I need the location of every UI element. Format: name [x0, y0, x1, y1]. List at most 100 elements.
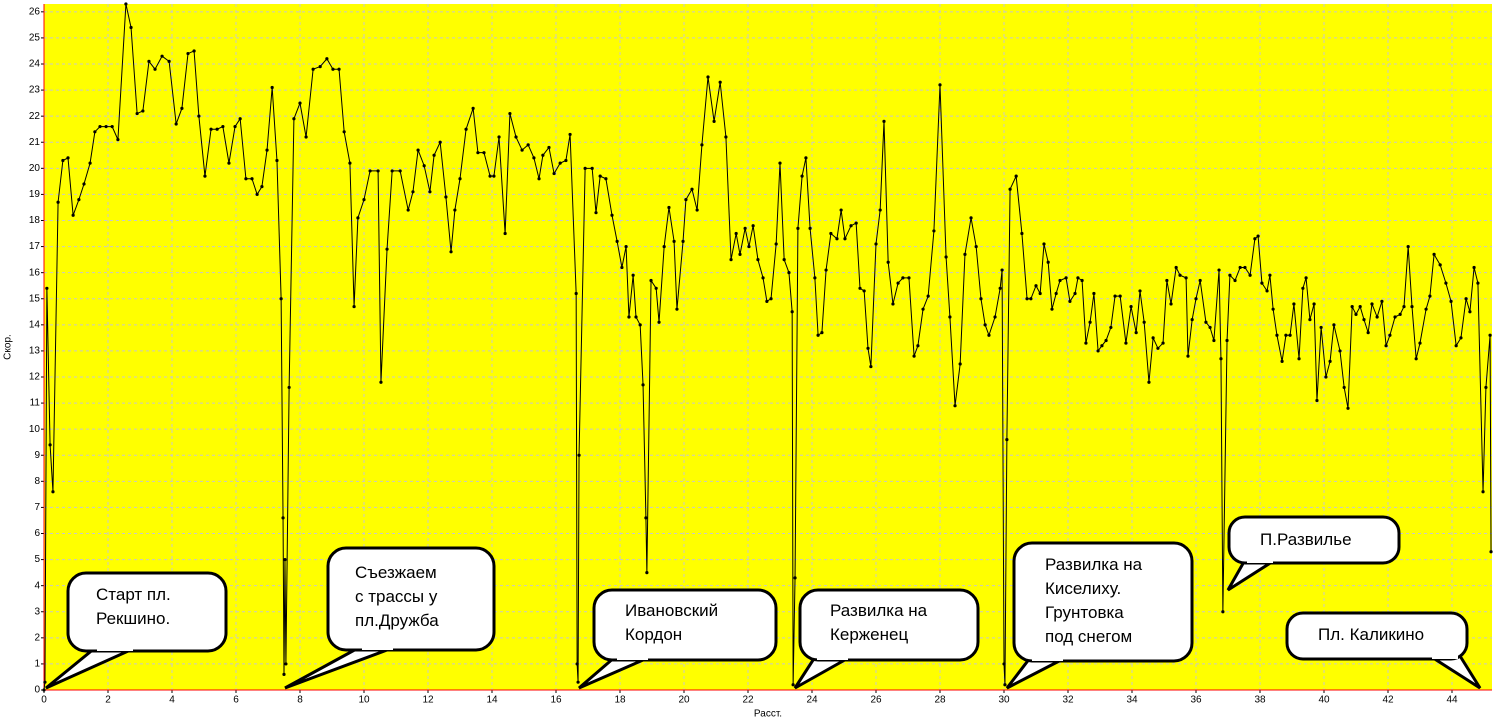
y-tick-label: 15: [29, 293, 41, 304]
callout-text: Ивановский: [625, 601, 718, 620]
data-point: [638, 323, 642, 327]
data-point: [250, 177, 254, 181]
data-point: [385, 247, 389, 251]
callout: [793, 588, 980, 690]
x-tick-label: 20: [678, 695, 690, 706]
data-point: [641, 383, 645, 387]
data-point: [471, 106, 475, 110]
data-point: [843, 237, 847, 241]
data-point: [1042, 242, 1046, 246]
data-point: [747, 244, 751, 249]
y-axis-label: Скор.: [3, 334, 14, 360]
data-point: [221, 124, 225, 129]
y-tick-label: 2: [34, 632, 40, 643]
callout-text: пл.Дружба: [355, 611, 439, 630]
data-point: [282, 672, 286, 676]
data-point: [813, 276, 817, 280]
data-point: [1481, 490, 1485, 494]
data-point: [1406, 244, 1410, 249]
data-point: [782, 258, 786, 262]
callout-text: П.Развилье: [1260, 530, 1352, 549]
data-point: [564, 158, 568, 163]
y-tick-label: 21: [29, 137, 41, 148]
data-point: [1332, 323, 1336, 327]
data-point: [1297, 357, 1301, 361]
data-point: [1138, 289, 1142, 293]
data-point: [874, 242, 878, 246]
data-point: [858, 286, 862, 290]
data-point: [878, 208, 882, 212]
data-point: [1398, 312, 1402, 316]
data-point: [1459, 336, 1463, 340]
data-point: [1174, 265, 1178, 270]
data-point: [1312, 302, 1316, 306]
data-point: [1324, 375, 1328, 379]
data-point: [1402, 304, 1406, 309]
data-point: [1034, 284, 1038, 288]
y-tick-label: 9: [34, 450, 40, 461]
data-point: [1384, 344, 1388, 348]
x-tick-label: 32: [1062, 695, 1074, 706]
data-point: [700, 143, 704, 147]
data-point: [574, 291, 578, 296]
x-tick-label: 18: [614, 695, 626, 706]
y-tick-label: 13: [29, 346, 41, 357]
data-point: [43, 680, 47, 684]
data-point: [325, 57, 329, 61]
data-point: [849, 224, 853, 228]
callout: [1005, 541, 1194, 690]
data-point: [577, 453, 581, 457]
y-tick-label: 20: [29, 163, 41, 174]
data-point: [751, 224, 755, 228]
data-point: [1014, 174, 1018, 178]
callout: [284, 546, 496, 690]
data-point: [270, 85, 274, 90]
data-point: [634, 315, 638, 319]
data-point: [1219, 357, 1223, 361]
data-point: [615, 239, 619, 243]
data-point: [1238, 265, 1242, 270]
data-point: [1204, 320, 1208, 324]
data-point: [93, 130, 97, 134]
data-point: [1073, 291, 1077, 296]
data-point: [791, 683, 795, 687]
y-tick-label: 4: [34, 580, 40, 591]
y-tick-label: 23: [29, 85, 41, 96]
data-point: [1268, 273, 1272, 277]
data-point: [1308, 318, 1312, 322]
data-point: [645, 571, 649, 575]
data-point: [1464, 297, 1468, 301]
y-tick-label: 7: [34, 502, 40, 513]
data-point: [769, 297, 773, 301]
data-point: [71, 213, 75, 217]
data-point: [1454, 344, 1458, 348]
data-point: [790, 310, 794, 314]
data-point: [1151, 336, 1155, 340]
callout-text: Пл. Каликино: [1318, 625, 1424, 644]
data-point: [912, 354, 916, 358]
data-point: [1315, 398, 1319, 403]
data-point: [48, 443, 52, 447]
data-point: [1198, 278, 1202, 283]
data-point: [1489, 550, 1493, 554]
data-point: [712, 119, 716, 123]
data-point: [537, 177, 541, 181]
data-point: [458, 177, 462, 181]
data-point: [938, 83, 942, 87]
data-point: [958, 362, 962, 366]
data-point: [1468, 310, 1472, 314]
data-point: [281, 516, 285, 520]
data-point: [283, 557, 287, 562]
data-point: [520, 148, 524, 152]
data-point: [891, 302, 895, 306]
data-point: [604, 177, 608, 181]
data-point: [292, 117, 296, 121]
data-point: [987, 333, 991, 337]
callout-text: Грунтовка: [1045, 603, 1124, 622]
data-point: [88, 161, 92, 165]
data-point: [816, 333, 820, 337]
data-point: [147, 59, 151, 63]
x-tick-label: 24: [806, 695, 818, 706]
data-point: [174, 122, 178, 126]
data-point: [1410, 304, 1414, 309]
